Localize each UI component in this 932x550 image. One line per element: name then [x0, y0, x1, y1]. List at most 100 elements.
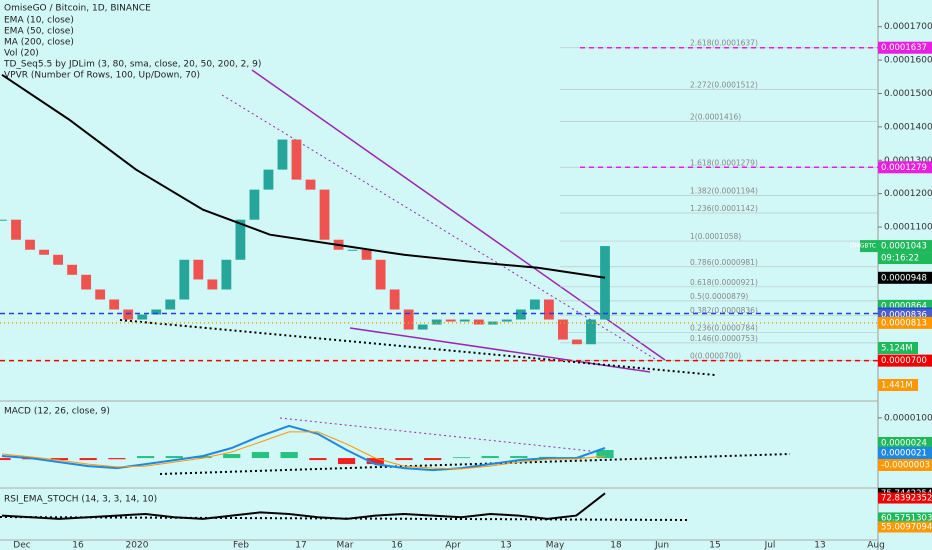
price-tag-label: 0.0001279 [881, 163, 927, 173]
candle [403, 309, 414, 330]
candle [249, 189, 260, 220]
macd-bar [309, 458, 327, 461]
fib-label: 0.618(0.0000921) [690, 278, 758, 287]
candle [193, 259, 204, 280]
rsi-tag [878, 521, 932, 533]
macd-bar [424, 458, 442, 461]
x-tick-label: Jul [764, 541, 776, 550]
volume-tag [878, 379, 918, 391]
price-tag-label: 0.0000836 [881, 311, 927, 321]
candle [347, 249, 358, 251]
candle [109, 299, 120, 310]
macd-bar [481, 456, 499, 459]
fib-label: 0.236(0.0000784) [690, 324, 758, 333]
y-tick-label: 0.0000100 [884, 413, 932, 423]
x-tick-label: 17 [295, 541, 306, 550]
candle [151, 309, 162, 315]
x-tick-label: Feb [233, 541, 249, 550]
x-tick-label: 13 [814, 541, 825, 550]
candle [543, 299, 554, 320]
candle [291, 139, 302, 180]
macd-bar [165, 456, 183, 459]
countdown-tag [878, 252, 932, 265]
price-tag [878, 271, 932, 284]
candle [529, 299, 540, 310]
macd-bar [108, 458, 126, 460]
indicator-label: VPVR (Number Of Rows, 100, Up/Down, 70) [4, 71, 200, 81]
macd-tag [878, 447, 932, 459]
rsi-tag [878, 492, 932, 504]
chart-title: OmiseGO / Bitcoin, 1D, BINANCE [4, 4, 151, 14]
x-tick-label: Aug [867, 541, 885, 550]
fib-label: 2(0.0001416) [690, 113, 741, 122]
candle [600, 246, 610, 320]
price-tag [878, 354, 932, 367]
y-tick-label: 0.0001200 [884, 189, 932, 199]
fib-label: 0(0.0000700) [690, 352, 741, 361]
macd-bar [337, 458, 356, 465]
rsi-tag-label: 72.8392352 [881, 494, 932, 504]
candle [81, 274, 92, 290]
trend-line [279, 417, 601, 453]
x-tick-label: Apr [445, 541, 461, 550]
fib-label: 0.5(0.0000879) [690, 292, 748, 301]
fib-label: 1.236(0.0001142) [690, 204, 758, 213]
candle [473, 319, 484, 325]
trend-line [159, 453, 791, 475]
indicator-label: MA (200, close) [4, 38, 74, 48]
y-tick-label: 0.0001500 [884, 89, 932, 99]
candle [375, 259, 386, 290]
macd-line [1, 424, 606, 472]
macd-bar [452, 457, 471, 459]
candle [389, 289, 400, 310]
fib-label: 2.272(0.0001512) [690, 80, 758, 89]
macd-tag [878, 437, 932, 449]
candle [277, 139, 288, 170]
price-tag-label: 0.0000948 [881, 273, 927, 283]
price-tag [878, 41, 932, 54]
macd-bar [0, 458, 11, 461]
candle [572, 339, 582, 345]
trend-line [349, 327, 651, 373]
candle [501, 319, 512, 322]
candle [586, 319, 596, 345]
macd-bar [194, 456, 212, 459]
fib-label: 1.382(0.0001194) [690, 187, 758, 196]
x-tick-label: 16 [72, 541, 84, 550]
indicator-label: TD_Seq5.5 by JDLim (3, 80, sma, close, 2… [3, 60, 261, 70]
rsi-line [1, 492, 606, 520]
price-tag-label: 0.0000700 [881, 356, 927, 366]
candle [95, 289, 106, 300]
candle [123, 309, 134, 320]
candle [515, 309, 526, 320]
candle [445, 319, 456, 322]
fib-label: 0.146(0.0000753) [690, 334, 758, 343]
y-tick-label: 0.0001400 [884, 122, 932, 132]
price-tag-label: 0.0000864 [881, 301, 927, 311]
candle [67, 264, 78, 275]
fib-label: 1.618(0.0001279) [690, 158, 758, 167]
rsi-tag-label: 55.0097094 [881, 522, 932, 532]
candle [417, 324, 428, 330]
fib-label: 0.786(0.0000981) [690, 258, 758, 267]
countdown: 09:16:22 [881, 254, 919, 264]
fib-label: 0.382(0.0000836) [690, 306, 758, 315]
price-tag [878, 161, 932, 174]
y-tick-label: 0.0001300 [884, 156, 932, 166]
candle [263, 169, 274, 190]
macd-tag-label: 0.0000021 [881, 449, 927, 459]
rsi-tag [878, 512, 932, 524]
fib-label: 2.618(0.0001637) [690, 39, 758, 48]
volume-tag-label: 5.124M [881, 344, 913, 354]
symbol-tag-label: OMGBTC [850, 243, 876, 250]
x-tick-label: 18 [610, 541, 622, 550]
trend-line [221, 94, 661, 363]
candle [11, 219, 21, 240]
x-tick-label: 13 [500, 541, 511, 550]
macd-bar [79, 458, 97, 461]
candle [0, 219, 7, 221]
macd-bar [136, 456, 155, 459]
macd-bar [280, 452, 298, 459]
macd-title: MACD (12, 26, close, 9) [4, 407, 110, 417]
macd-bar [366, 458, 384, 465]
